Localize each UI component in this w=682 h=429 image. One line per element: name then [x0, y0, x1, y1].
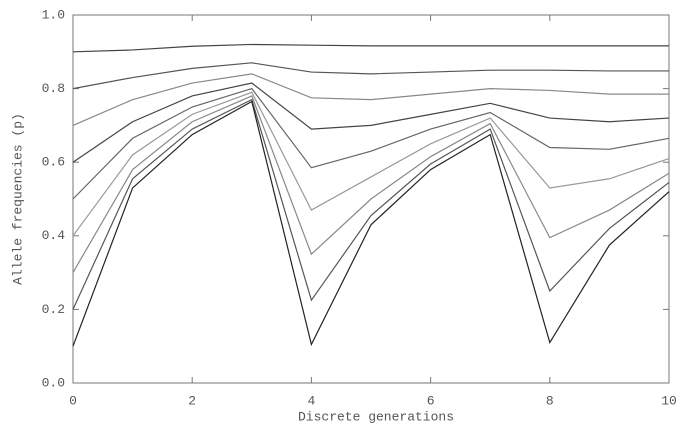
series-line — [72, 95, 670, 273]
y-axis-label: Allele frequencies (p) — [10, 113, 25, 285]
y-tick-label: 0.6 — [42, 155, 65, 170]
x-tick-label: 6 — [427, 393, 435, 408]
y-tick-label: 0.2 — [42, 302, 65, 317]
series-line — [72, 62, 669, 90]
series-line — [72, 87, 670, 200]
x-tick-label: 8 — [546, 393, 554, 408]
series-line — [72, 100, 670, 347]
series-line — [72, 82, 670, 163]
x-tick-label: 2 — [188, 393, 196, 408]
x-tick-label: 4 — [307, 393, 315, 408]
series-line — [72, 73, 669, 126]
series-line — [72, 98, 670, 310]
y-tick-label: 1.0 — [42, 7, 65, 22]
x-tick-label: 0 — [69, 393, 77, 408]
x-tick-label: 10 — [661, 393, 677, 408]
y-tick-label: 0.4 — [42, 228, 66, 243]
x-axis-label: Discrete generations — [298, 409, 454, 424]
y-tick-label: 0.8 — [42, 81, 65, 96]
series-line — [72, 91, 670, 237]
series-line — [72, 43, 669, 53]
y-tick-label: 0.0 — [42, 375, 65, 390]
